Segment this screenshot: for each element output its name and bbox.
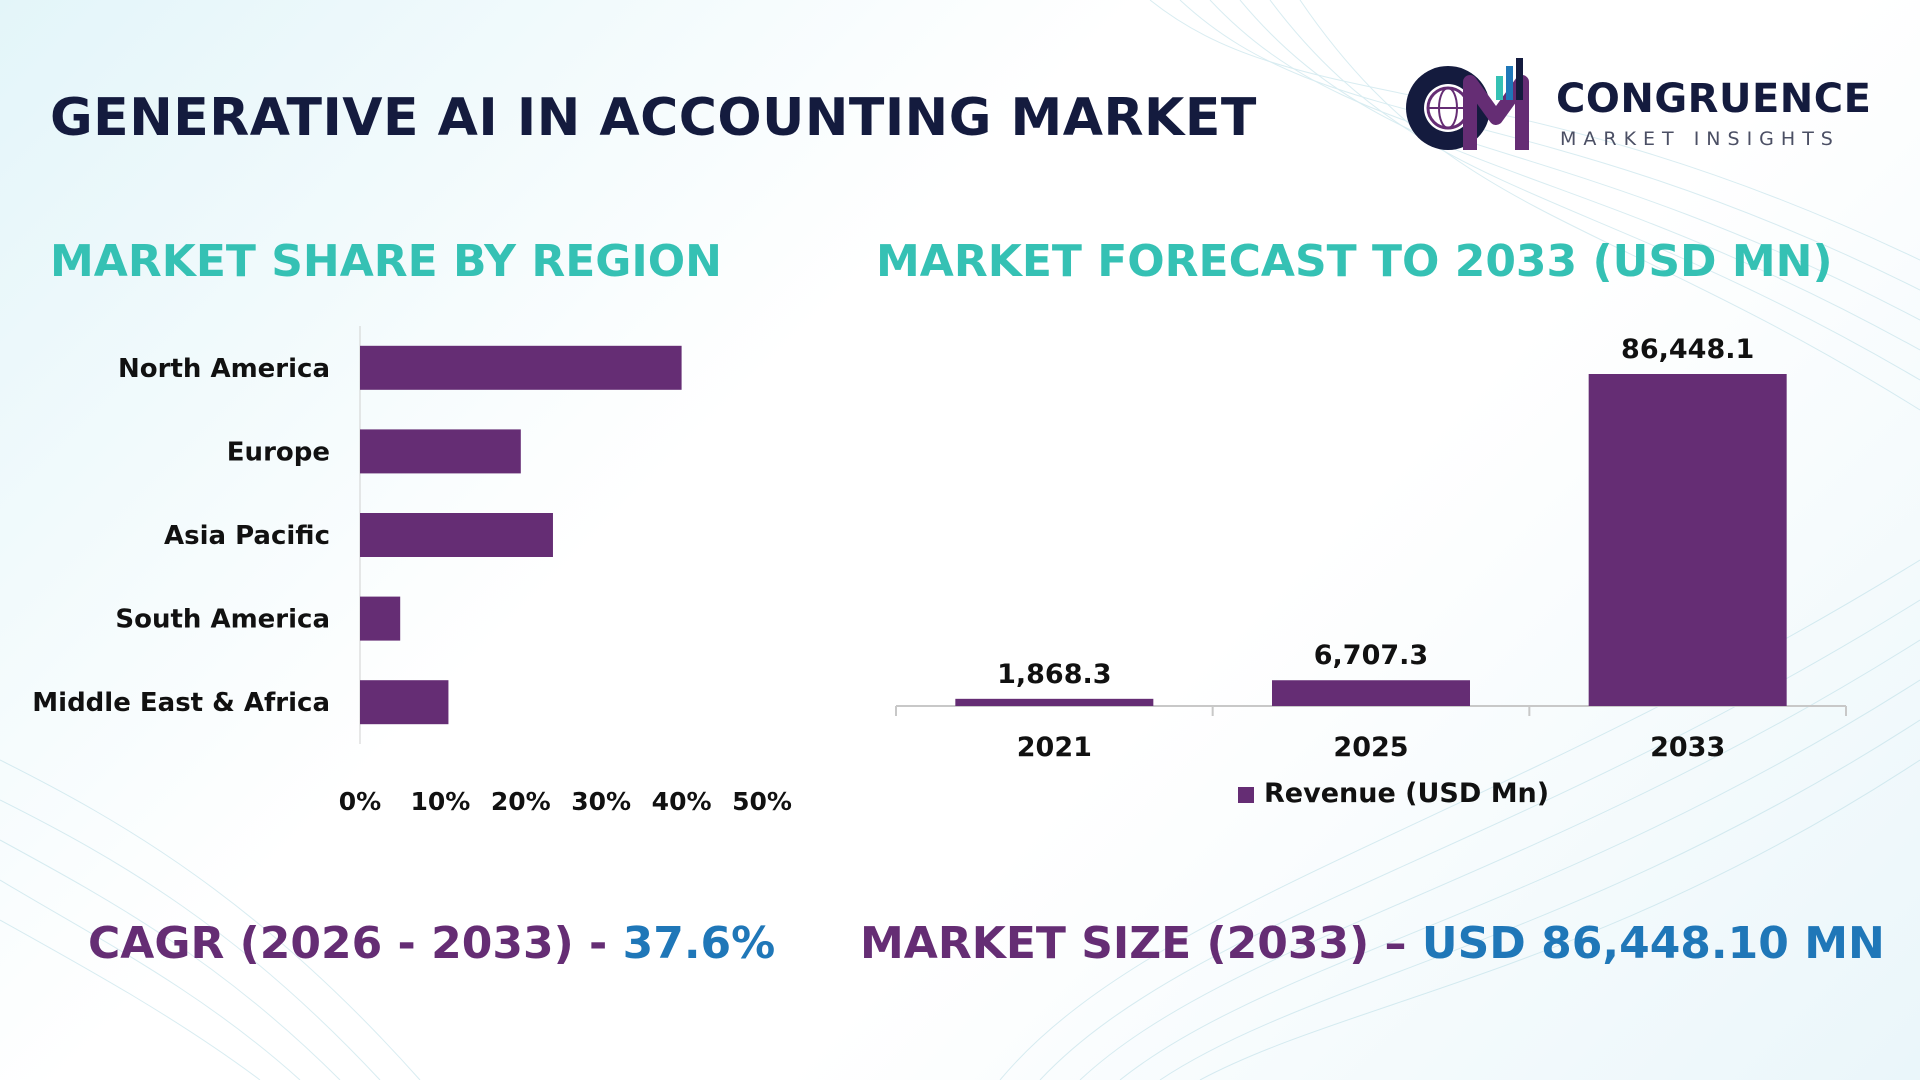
logo-mark-icon [1406, 58, 1529, 150]
region-label: North America [118, 354, 330, 384]
brand-tagline: MARKET INSIGHTS [1560, 128, 1840, 150]
region-bar [360, 513, 553, 557]
region-label: Asia Pacific [164, 521, 330, 551]
data-label: 1,868.3 [997, 659, 1111, 690]
category-label: 2025 [1333, 732, 1408, 763]
brand-name: CONGRUENCE [1556, 76, 1872, 122]
legend-swatch [1238, 787, 1254, 803]
market-size-label: MARKET SIZE (2033) – [860, 918, 1407, 969]
legend-label: Revenue (USD Mn) [1264, 778, 1549, 809]
category-label: 2033 [1650, 732, 1725, 763]
x-tick-label: 0% [339, 787, 381, 816]
region-bar [360, 680, 449, 725]
x-tick-label: 30% [571, 787, 631, 816]
region-bar [360, 429, 521, 474]
market-size-value: USD 86,448.10 MN [1421, 918, 1885, 969]
forecast-title: MARKET FORECAST TO 2033 (USD MN) [876, 236, 1833, 287]
cagr-value: 37.6% [622, 918, 776, 969]
data-label: 86,448.1 [1621, 334, 1754, 365]
x-tick-label: 20% [491, 787, 551, 816]
page-title: GENERATIVE AI IN ACCOUNTING MARKET [50, 88, 1257, 148]
cagr-label: CAGR (2026 - 2033) - [88, 918, 608, 969]
region-label: Middle East & Africa [32, 688, 330, 718]
brand-logo: CONGRUENCE MARKET INSIGHTS [1400, 52, 1872, 162]
region-bar [360, 345, 682, 390]
x-tick-label: 50% [732, 787, 792, 816]
region-bar [360, 596, 401, 641]
region-share-chart: North America Europe Asia Pacific South Ame… [32, 326, 792, 816]
forecast-chart: 1,868.3 2021 6,707.3 2025 86,448.1 2033 Revenu… [895, 334, 1847, 809]
forecast-bar [1272, 680, 1470, 706]
forecast-bar [955, 698, 1154, 706]
region-label: South America [115, 605, 330, 635]
region-label: Europe [227, 437, 330, 467]
x-tick-label: 10% [410, 787, 470, 816]
region-share-title: MARKET SHARE BY REGION [50, 236, 722, 287]
cagr-stat: CAGR (2026 - 2033) - 37.6% [88, 918, 775, 969]
market-size-stat: MARKET SIZE (2033) – USD 86,448.10 MN [860, 918, 1885, 969]
forecast-bar [1588, 374, 1787, 706]
data-label: 6,707.3 [1314, 640, 1428, 671]
x-tick-label: 40% [652, 787, 712, 816]
category-label: 2021 [1017, 732, 1092, 763]
